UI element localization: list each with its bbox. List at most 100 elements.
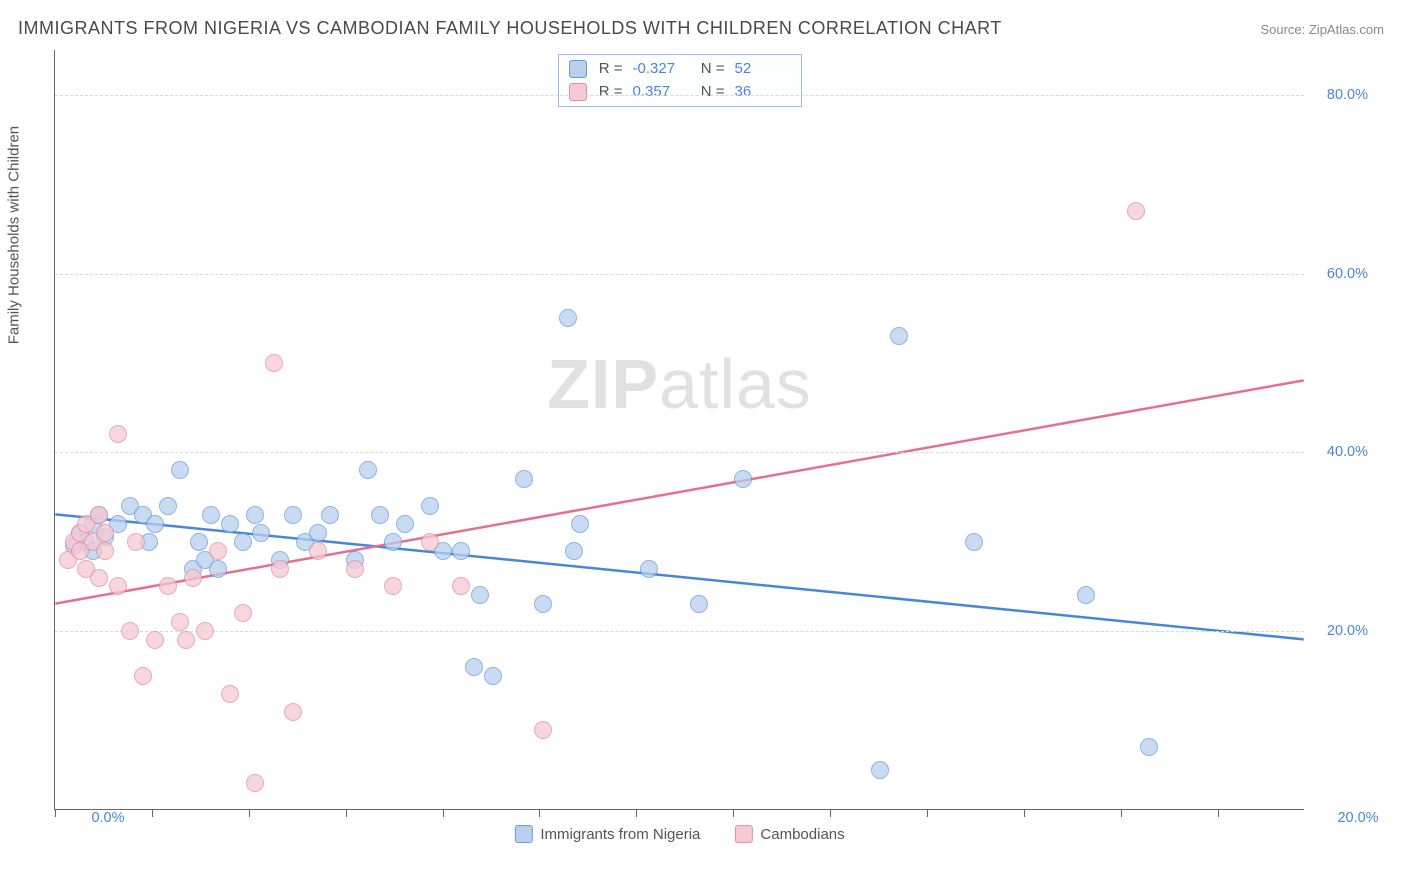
data-point-cambodia: [452, 577, 470, 595]
y-axis-title: Family Households with Children: [6, 126, 23, 344]
x-axis-tick: [152, 809, 153, 817]
gridline-h: [55, 452, 1304, 453]
series-swatch-nigeria: [569, 60, 587, 78]
data-point-nigeria: [571, 515, 589, 533]
correlation-stats-box: R =-0.327N =52R =0.357N =36: [558, 54, 802, 107]
data-point-nigeria: [534, 595, 552, 613]
data-point-nigeria: [202, 506, 220, 524]
data-point-cambodia: [284, 703, 302, 721]
data-point-nigeria: [359, 461, 377, 479]
data-point-nigeria: [965, 533, 983, 551]
legend-swatch-nigeria: [514, 825, 532, 843]
stats-row-nigeria: R =-0.327N =52: [569, 58, 791, 81]
x-axis-tick: [1121, 809, 1122, 817]
x-axis-tick: [927, 809, 928, 817]
x-axis-tick: [1024, 809, 1025, 817]
data-point-cambodia: [96, 524, 114, 542]
data-point-cambodia: [146, 631, 164, 649]
data-point-nigeria: [871, 761, 889, 779]
data-point-cambodia: [109, 577, 127, 595]
watermark-rest: atlas: [659, 345, 812, 423]
source-name: ZipAtlas.com: [1309, 22, 1384, 37]
data-point-nigeria: [452, 542, 470, 560]
data-point-nigeria: [284, 506, 302, 524]
data-point-cambodia: [346, 560, 364, 578]
data-point-cambodia: [159, 577, 177, 595]
chart-title: IMMIGRANTS FROM NIGERIA VS CAMBODIAN FAM…: [18, 18, 1002, 39]
x-axis-tick: [249, 809, 250, 817]
source-label: Source:: [1260, 22, 1308, 37]
data-point-nigeria: [234, 533, 252, 551]
data-point-cambodia: [109, 425, 127, 443]
data-point-cambodia: [309, 542, 327, 560]
y-axis-tick-label: 40.0%: [1327, 444, 1368, 460]
x-axis-tick: [1218, 809, 1219, 817]
stats-row-cambodia: R =0.357N =36: [569, 81, 791, 104]
data-point-cambodia: [90, 569, 108, 587]
x-axis-tick: [830, 809, 831, 817]
y-axis-tick-label: 20.0%: [1327, 623, 1368, 639]
gridline-h: [55, 95, 1304, 96]
data-point-cambodia: [265, 354, 283, 372]
legend-swatch-cambodia: [734, 825, 752, 843]
x-axis-tick: [346, 809, 347, 817]
data-point-cambodia: [196, 622, 214, 640]
data-point-cambodia: [534, 721, 552, 739]
data-point-nigeria: [384, 533, 402, 551]
x-axis-tick: [733, 809, 734, 817]
data-point-cambodia: [421, 533, 439, 551]
source-attribution: Source: ZipAtlas.com: [1260, 22, 1384, 37]
data-point-cambodia: [234, 604, 252, 622]
x-axis-tick: [55, 809, 56, 817]
x-axis-tick-label-min: 0.0%: [91, 810, 124, 870]
x-axis-tick: [539, 809, 540, 817]
data-point-cambodia: [177, 631, 195, 649]
stats-r-value: -0.327: [633, 58, 689, 81]
legend-label-cambodia: Cambodians: [760, 826, 844, 843]
gridline-h: [55, 631, 1304, 632]
data-point-nigeria: [421, 497, 439, 515]
data-point-nigeria: [171, 461, 189, 479]
data-point-nigeria: [309, 524, 327, 542]
data-point-nigeria: [565, 542, 583, 560]
watermark-bold: ZIP: [547, 345, 659, 423]
data-point-nigeria: [471, 586, 489, 604]
data-point-nigeria: [371, 506, 389, 524]
data-point-cambodia: [121, 622, 139, 640]
data-point-nigeria: [890, 327, 908, 345]
gridline-h: [55, 274, 1304, 275]
data-point-nigeria: [190, 533, 208, 551]
data-point-nigeria: [396, 515, 414, 533]
data-point-nigeria: [159, 497, 177, 515]
data-point-cambodia: [90, 506, 108, 524]
series-legend: Immigrants from Nigeria Cambodians: [514, 825, 844, 843]
data-point-cambodia: [184, 569, 202, 587]
data-point-nigeria: [146, 515, 164, 533]
data-point-cambodia: [384, 577, 402, 595]
data-point-nigeria: [1077, 586, 1095, 604]
watermark: ZIPatlas: [547, 344, 812, 424]
data-point-cambodia: [209, 542, 227, 560]
stats-n-value: 52: [735, 58, 791, 81]
data-point-cambodia: [221, 685, 239, 703]
y-axis-tick-label: 60.0%: [1327, 266, 1368, 282]
stats-r-label: R =: [597, 58, 623, 81]
chart-container: Family Households with Children ZIPatlas…: [54, 50, 1374, 840]
data-point-nigeria: [515, 470, 533, 488]
data-point-cambodia: [271, 560, 289, 578]
x-axis-tick: [443, 809, 444, 817]
data-point-nigeria: [252, 524, 270, 542]
legend-item-cambodia: Cambodians: [734, 825, 844, 843]
data-point-nigeria: [734, 470, 752, 488]
x-axis-tick-label-max: 20.0%: [1337, 810, 1378, 870]
data-point-cambodia: [134, 667, 152, 685]
stats-n-label: N =: [699, 81, 725, 104]
data-point-nigeria: [209, 560, 227, 578]
stats-n-value: 36: [735, 81, 791, 104]
data-point-nigeria: [321, 506, 339, 524]
data-point-nigeria: [246, 506, 264, 524]
stats-r-label: R =: [597, 81, 623, 104]
data-point-nigeria: [221, 515, 239, 533]
legend-item-nigeria: Immigrants from Nigeria: [514, 825, 700, 843]
data-point-nigeria: [484, 667, 502, 685]
